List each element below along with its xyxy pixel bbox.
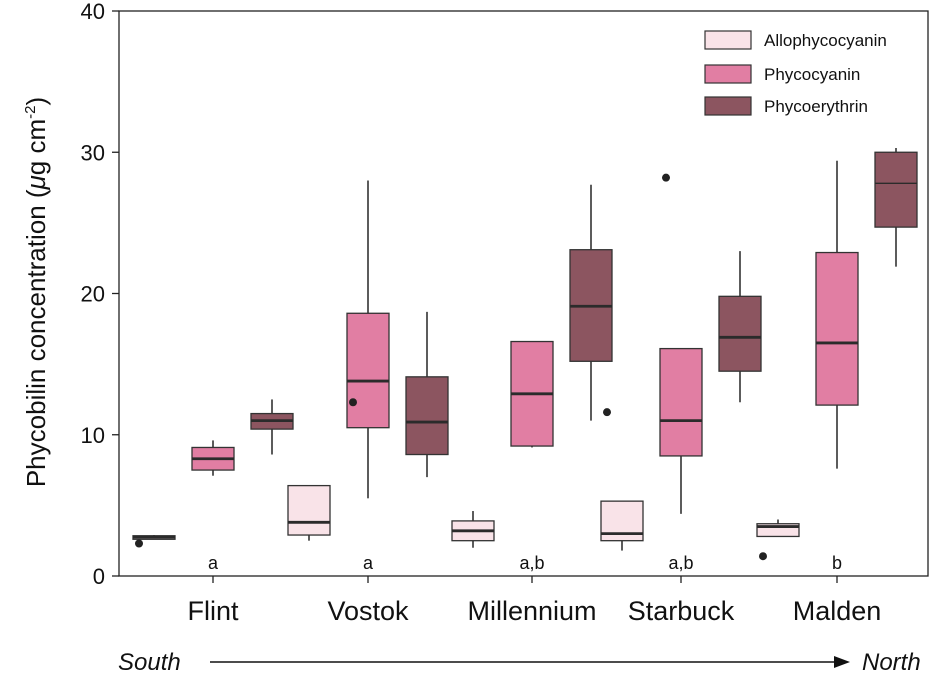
legend-swatch [704, 64, 752, 84]
y-axis-title: Phycobilin concentration (μg cm-2) [21, 97, 51, 487]
legend-label: Phycoerythrin [764, 97, 868, 116]
y-axis: 0 10 20 30 40 [81, 0, 119, 589]
x-category-label: Millennium [467, 596, 596, 626]
box-phycoerythrin [569, 184, 613, 421]
box-allophycocyanin [451, 511, 495, 548]
legend-label: Allophycocyanin [764, 31, 887, 50]
direction-end-label: North [862, 649, 921, 674]
x-category-label: Starbuck [628, 596, 735, 626]
box-iqr [346, 312, 390, 429]
box-phycocyanin [510, 340, 554, 448]
box-phycoerythrin [718, 251, 762, 403]
box-phycocyanin [815, 160, 859, 469]
significance-letter: b [832, 553, 842, 573]
direction-arrow-head [834, 656, 850, 668]
legend-swatch [704, 30, 752, 50]
x-axis: Flint Vostok Millennium Starbuck Malden [187, 576, 881, 626]
box-allophycocyanin [756, 519, 800, 561]
box-iqr [405, 376, 449, 456]
y-tick-label: 40 [81, 0, 105, 24]
outlier-point [349, 398, 357, 407]
legend-label: Phycocyanin [764, 65, 860, 84]
y-tick-label: 10 [81, 423, 105, 448]
box-iqr [874, 151, 918, 228]
plot-frame [118, 10, 929, 577]
box-iqr [815, 251, 859, 406]
box-phycocyanin [346, 180, 390, 499]
plot-border [118, 10, 929, 577]
outlier-point [603, 408, 611, 417]
significance-letter: a,b [668, 553, 693, 573]
legend-swatch [704, 96, 752, 116]
significance-letter: a,b [519, 553, 544, 573]
box-series [132, 148, 918, 561]
outlier-point [662, 173, 670, 182]
box-phycoerythrin [405, 311, 449, 478]
significance-letter: a [208, 553, 219, 573]
x-category-label: Flint [187, 596, 239, 626]
box-iqr [659, 347, 703, 457]
outlier-point [759, 552, 767, 561]
direction-start-label: South [118, 649, 181, 674]
y-tick-label: 30 [81, 140, 105, 165]
box-phycocyanin [191, 440, 235, 476]
significance-letter: a [363, 553, 374, 573]
significance-letters: a a a,b a,b b [208, 553, 842, 573]
outlier-point [135, 539, 143, 548]
box-allophycocyanin [287, 484, 331, 541]
y-tick-label: 0 [93, 564, 105, 589]
box-allophycocyanin [132, 535, 176, 548]
box-iqr [718, 295, 762, 372]
box-phycocyanin [659, 173, 703, 514]
box-phycoerythrin [874, 148, 918, 267]
box-allophycocyanin [600, 408, 644, 551]
legend: Allophycocyanin Phycocyanin Phycoerythrin [704, 30, 887, 116]
box-iqr [287, 484, 331, 536]
box-phycoerythrin [250, 399, 294, 455]
x-category-label: Malden [793, 596, 882, 626]
x-category-label: Vostok [327, 596, 409, 626]
y-tick-label: 20 [81, 282, 105, 307]
